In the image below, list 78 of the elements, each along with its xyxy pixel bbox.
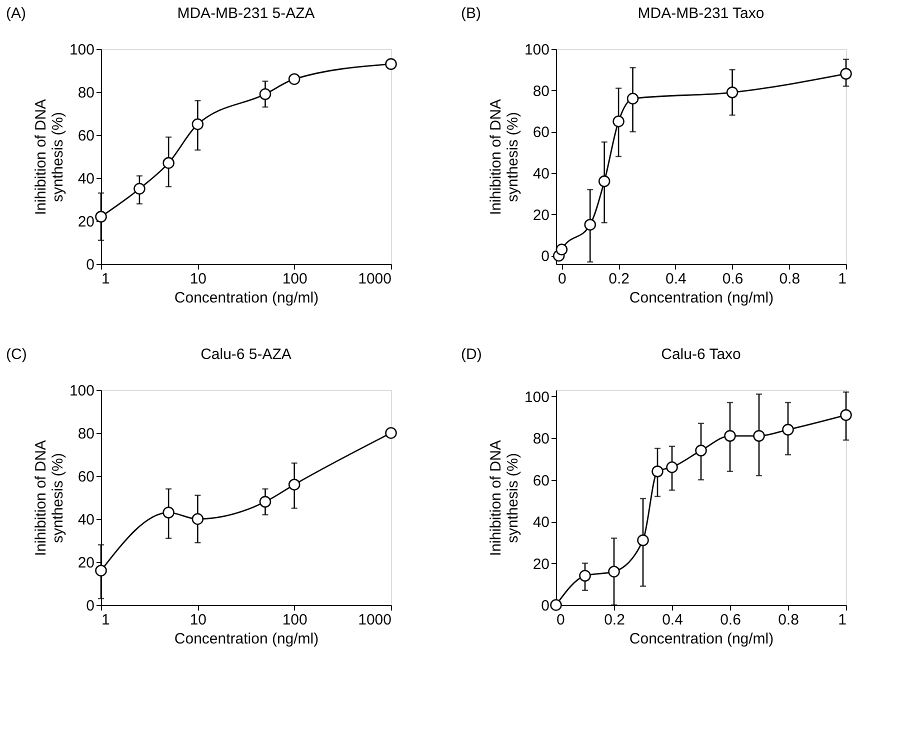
- y-tick-label: 20: [78, 214, 94, 230]
- y-tick-label: 0: [541, 598, 550, 614]
- x-tick-label: 1: [102, 270, 110, 288]
- x-tick-label: 0: [558, 270, 566, 288]
- chart-title: Calu-6 5-AZA: [200, 346, 292, 363]
- point: [584, 218, 596, 231]
- x-axis-title: Concentration (ng/ml): [629, 290, 774, 306]
- x-tick-label: 0.2: [604, 612, 625, 628]
- x-tick-label: 10: [190, 270, 207, 288]
- y-tick-label: 0: [86, 256, 94, 274]
- y-tick-label: 40: [78, 170, 94, 188]
- point: [612, 115, 624, 128]
- y-tick-label: 40: [532, 166, 550, 183]
- y-axis-title: Inihibition of DNA synthesis (%): [32, 99, 66, 215]
- point: [666, 461, 678, 474]
- y-tick-label: 60: [78, 468, 94, 486]
- point: [753, 430, 765, 442]
- point: [695, 444, 707, 456]
- chart-title: Calu-6 Taxo: [661, 346, 741, 363]
- text: (B): [461, 5, 481, 22]
- y-axis-title: Inihibition of DNA synthesis (%): [32, 440, 66, 556]
- x-tick-label: 1000: [358, 270, 392, 288]
- y-tick-label: 60: [532, 472, 550, 490]
- x-tick-label: 10: [190, 612, 207, 628]
- y-tick-label: 20: [532, 206, 550, 224]
- point: [840, 409, 852, 421]
- x-axis-title: Concentration (ng/ml): [629, 630, 774, 648]
- point: [652, 466, 664, 478]
- point: [608, 566, 620, 578]
- point: [626, 92, 639, 104]
- y-tick-label: 80: [78, 426, 94, 442]
- x-tick-label: 1000: [358, 612, 392, 628]
- x-tick-label: 0.6: [720, 612, 741, 628]
- point: [724, 430, 736, 442]
- text: (C): [6, 346, 27, 363]
- text: (D): [461, 346, 482, 363]
- y-tick-label: 40: [532, 514, 550, 532]
- point: [782, 424, 794, 436]
- point: [579, 570, 591, 582]
- y-tick-label: 0: [86, 598, 94, 614]
- x-tick-label: 100: [282, 612, 308, 628]
- y-tick-label: 80: [532, 430, 550, 448]
- x-tick-label: 1: [838, 612, 846, 628]
- y-tick-label: 60: [78, 128, 94, 144]
- text: (A): [6, 5, 26, 22]
- point: [598, 175, 610, 188]
- y-tick-label: 20: [78, 554, 94, 572]
- y-tick-label: 80: [78, 84, 94, 102]
- y-axis-title: Inihibition of DNA synthesis (%): [487, 440, 522, 556]
- x-tick-label: 1: [102, 612, 110, 628]
- x-tick-label: 0.4: [662, 612, 683, 628]
- y-tick-label: 100: [69, 42, 94, 58]
- x-tick-label: 1: [838, 270, 846, 288]
- point: [637, 534, 649, 546]
- y-tick-label: 100: [524, 388, 550, 406]
- x-tick-label: 0.8: [778, 612, 799, 628]
- point: [550, 599, 562, 611]
- y-tick-label: 40: [78, 512, 94, 528]
- x-tick-label: 0.6: [722, 270, 744, 288]
- x-tick-label: 0.4: [665, 270, 686, 288]
- y-tick-label: 0: [541, 248, 550, 266]
- y-tick-label: 60: [532, 124, 550, 142]
- chart-title: MDA-MB-231 Taxo: [638, 5, 764, 22]
- x-axis-title: Concentration (ng/ml): [174, 290, 319, 306]
- point: [556, 244, 568, 256]
- y-axis-title: Inihibition of DNA synthesis (%): [487, 99, 522, 215]
- point: [840, 68, 852, 80]
- y-tick-label: 20: [532, 556, 550, 573]
- x-tick-label: 100: [282, 270, 308, 288]
- y-tick-label: 80: [532, 82, 550, 100]
- y-tick-label: 100: [524, 42, 550, 58]
- x-tick-label: 0.2: [608, 270, 630, 288]
- x-tick-label: 0.8: [779, 270, 800, 288]
- point: [726, 86, 738, 98]
- chart-title: MDA-MB-231 5-AZA: [177, 5, 315, 22]
- x-tick-label: 0: [556, 612, 565, 628]
- y-tick-label: 100: [69, 382, 94, 400]
- x-axis-title: Concentration (ng/ml): [174, 630, 319, 648]
